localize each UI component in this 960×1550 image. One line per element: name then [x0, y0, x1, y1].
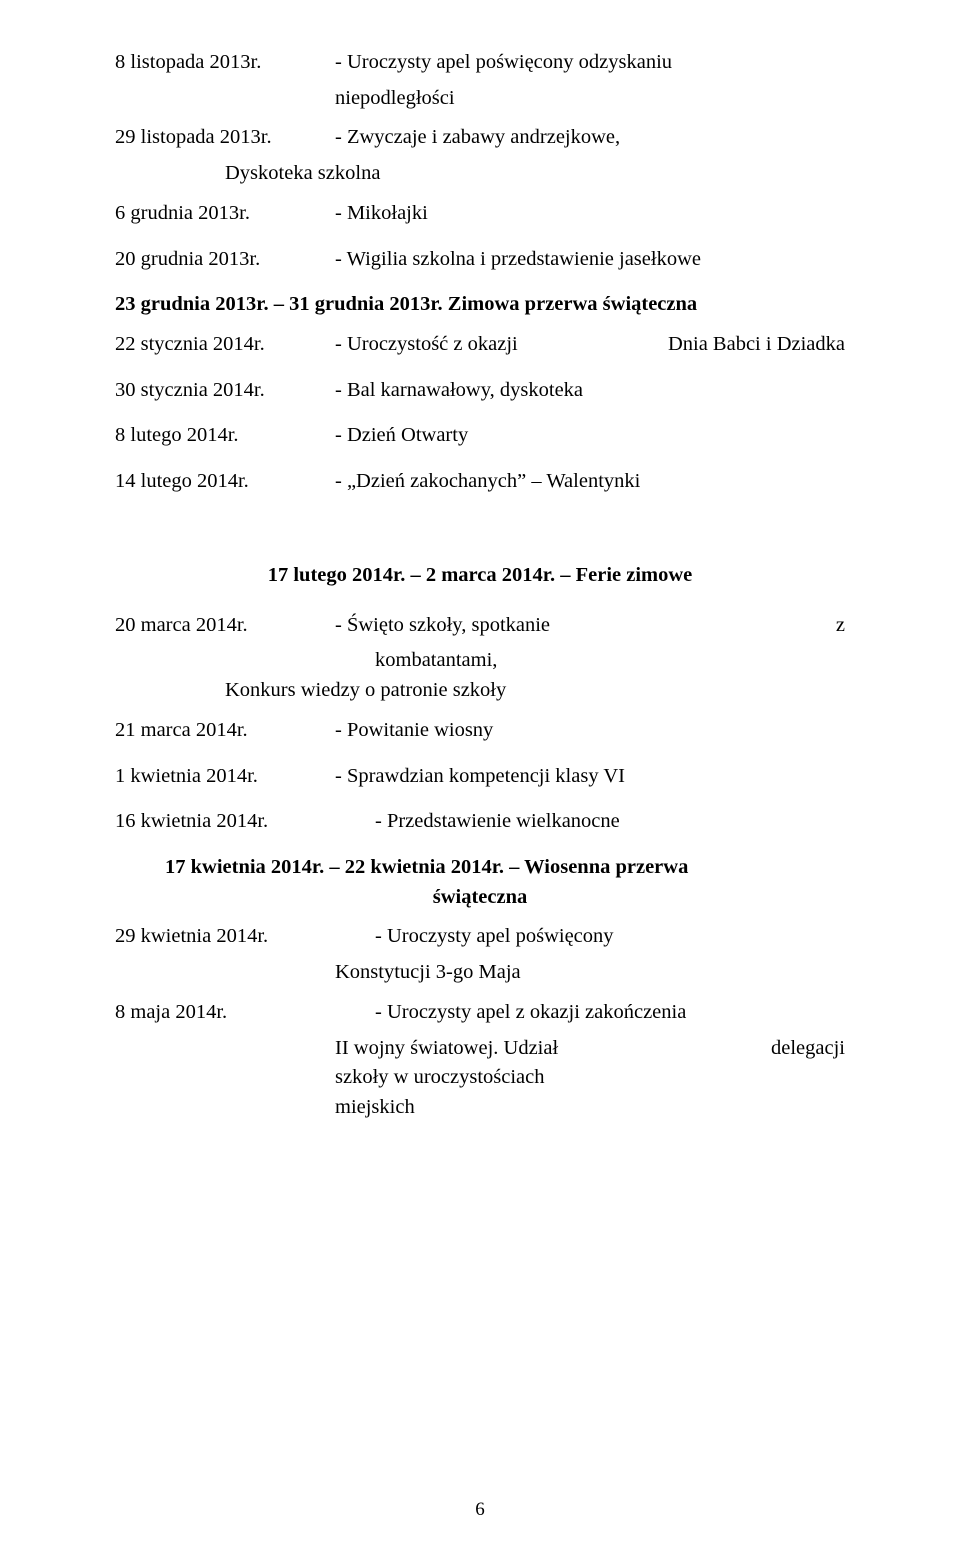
- entry-desc: - Bal karnawałowy, dyskoteka: [335, 376, 845, 406]
- entry-desc: - Zwyczaje i zabawy andrzejkowe,: [335, 123, 845, 153]
- entry-desc-cont-right: delegacji: [771, 1034, 845, 1064]
- entry-desc-cont-row: II wojny światowej. Udział delegacji: [115, 1034, 845, 1064]
- entry-desc-cont: Konstytucji 3-go Maja: [115, 958, 845, 988]
- entry-desc-left: - Uroczystość z okazji: [335, 330, 518, 360]
- entry-desc-right: z: [836, 611, 845, 641]
- entry-desc-cont: Dyskoteka szkolna: [115, 159, 845, 189]
- calendar-entry: 6 grudnia 2013r. - Mikołajki: [115, 199, 845, 229]
- entry-desc: - Święto szkoły, spotkanie z: [335, 611, 845, 641]
- calendar-entry: 30 stycznia 2014r. - Bal karnawałowy, dy…: [115, 376, 845, 406]
- entry-date: 20 marca 2014r.: [115, 611, 335, 641]
- entry-date: 8 lutego 2014r.: [115, 421, 335, 451]
- calendar-entry: 16 kwietnia 2014r. - Przedstawienie wiel…: [115, 807, 845, 837]
- entry-desc-text: - Przedstawienie wielkanocne: [375, 810, 620, 832]
- entry-desc: - Uroczystość z okazji Dnia Babci i Dzia…: [335, 330, 845, 360]
- entry-desc: - Przedstawienie wielkanocne: [335, 807, 845, 837]
- calendar-entry: 29 kwietnia 2014r. - Uroczysty apel pośw…: [115, 922, 845, 952]
- entry-desc-cont: Konkurs wiedzy o patronie szkoły: [115, 676, 845, 706]
- calendar-entry: 8 listopada 2013r. - Uroczysty apel pośw…: [115, 48, 845, 78]
- entry-desc: - Uroczysty apel poświęcony: [335, 922, 845, 952]
- entry-desc-cont: niepodległości: [115, 84, 845, 114]
- calendar-entry: 14 lutego 2014r. - „Dzień zakochanych” –…: [115, 467, 845, 497]
- entry-date: 16 kwietnia 2014r.: [115, 807, 335, 837]
- entry-date: 8 listopada 2013r.: [115, 48, 335, 78]
- entry-desc-text: - Uroczysty apel z okazji zakończenia: [375, 1001, 686, 1023]
- calendar-entry: 20 marca 2014r. - Święto szkoły, spotkan…: [115, 611, 845, 641]
- entry-desc-left: - Święto szkoły, spotkanie: [335, 611, 550, 641]
- spring-break-heading-cont: świąteczna: [115, 883, 845, 913]
- document-page: 8 listopada 2013r. - Uroczysty apel pośw…: [0, 0, 960, 1550]
- ferie-heading-row: 17 lutego 2014r. – 2 marca 2014r. – Feri…: [115, 561, 845, 591]
- entry-date: 6 grudnia 2013r.: [115, 199, 335, 229]
- entry-desc: - Uroczysty apel poświęcony odzyskaniu: [335, 48, 845, 78]
- entry-date: 8 maja 2014r.: [115, 998, 335, 1028]
- entry-desc-right: Dnia Babci i Dziadka: [668, 330, 845, 360]
- entry-desc: - Mikołajki: [335, 199, 845, 229]
- ferie-heading: 17 lutego 2014r. – 2 marca 2014r. – Feri…: [268, 561, 693, 591]
- winter-break-heading: 23 grudnia 2013r. – 31 grudnia 2013r. Zi…: [115, 290, 845, 320]
- entry-desc: - Powitanie wiosny: [335, 716, 845, 746]
- calendar-entry: 29 listopada 2013r. - Zwyczaje i zabawy …: [115, 123, 845, 153]
- spring-break-heading: 17 kwietnia 2014r. – 22 kwietnia 2014r. …: [115, 853, 845, 883]
- entry-date: 20 grudnia 2013r.: [115, 245, 335, 275]
- entry-desc: - Uroczysty apel z okazji zakończenia: [335, 998, 845, 1028]
- entry-desc-cont-left: II wojny światowej. Udział: [335, 1034, 558, 1064]
- calendar-entry: 22 stycznia 2014r. - Uroczystość z okazj…: [115, 330, 845, 360]
- entry-date: 21 marca 2014r.: [115, 716, 335, 746]
- entry-desc-cont: kombatantami,: [115, 646, 845, 676]
- entry-date: 30 stycznia 2014r.: [115, 376, 335, 406]
- calendar-entry: 21 marca 2014r. - Powitanie wiosny: [115, 716, 845, 746]
- entry-desc-text: - Uroczysty apel poświęcony: [375, 925, 614, 947]
- entry-date: 29 listopada 2013r.: [115, 123, 335, 153]
- entry-desc: - Sprawdzian kompetencji klasy VI: [335, 762, 845, 792]
- entry-date: 14 lutego 2014r.: [115, 467, 335, 497]
- entry-date: 29 kwietnia 2014r.: [115, 922, 335, 952]
- entry-date: 22 stycznia 2014r.: [115, 330, 335, 360]
- entry-desc-cont: szkoły w uroczystościach: [115, 1063, 845, 1093]
- entry-desc: - Wigilia szkolna i przedstawienie jaseł…: [335, 245, 845, 275]
- page-number: 6: [0, 1496, 960, 1524]
- entry-desc-cont: miejskich: [115, 1093, 845, 1123]
- entry-date: 1 kwietnia 2014r.: [115, 762, 335, 792]
- entry-desc: - „Dzień zakochanych” – Walentynki: [335, 467, 845, 497]
- calendar-entry: 20 grudnia 2013r. - Wigilia szkolna i pr…: [115, 245, 845, 275]
- calendar-entry: 8 lutego 2014r. - Dzień Otwarty: [115, 421, 845, 451]
- entry-desc: - Dzień Otwarty: [335, 421, 845, 451]
- calendar-entry: 1 kwietnia 2014r. - Sprawdzian kompetenc…: [115, 762, 845, 792]
- calendar-entry: 8 maja 2014r. - Uroczysty apel z okazji …: [115, 998, 845, 1028]
